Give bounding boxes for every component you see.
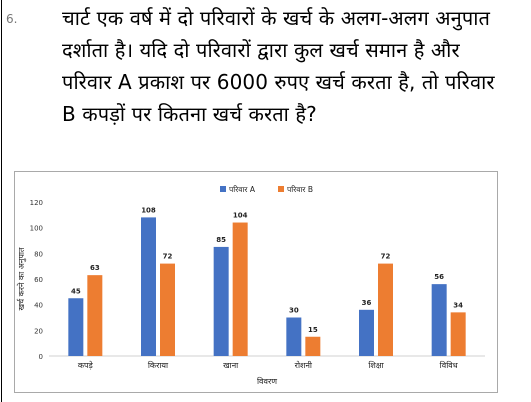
x-tick-label: शिक्षा [368, 360, 384, 370]
bar-series-b [160, 263, 175, 356]
bar-series-b [87, 275, 103, 356]
y-tick-label: 120 [30, 199, 43, 207]
bar-chart: 0 20 40 60 80 100 120 45 63 कपड़े 108 72 किराया 85 104… [16, 185, 485, 386]
bar-series-b [305, 336, 321, 356]
x-tick-label: किराया [148, 360, 169, 370]
y-tick-label: 0 [39, 353, 43, 361]
bar-series-b [378, 263, 393, 356]
x-tick-label: खाना [223, 361, 239, 370]
data-label: 108 [141, 206, 156, 214]
legend-swatch [220, 186, 226, 192]
bar-series-b [450, 312, 466, 356]
data-label: 104 [233, 212, 248, 220]
question-text: चार्ट एक वर्ष में दो परिवारों के खर्च के… [62, 6, 495, 126]
data-label: 72 [381, 253, 391, 261]
question-number: 6. [6, 12, 18, 26]
data-label: 45 [71, 287, 81, 295]
bar-series-a [141, 217, 156, 356]
y-tick-label: 60 [34, 276, 43, 284]
bar-series-a [286, 317, 302, 356]
y-tick-label: 20 [34, 327, 43, 335]
data-label: 63 [90, 264, 100, 272]
y-tick-label: 40 [34, 302, 43, 310]
data-label: 72 [163, 253, 173, 261]
y-tick-label: 80 [34, 250, 43, 258]
data-label: 15 [308, 326, 318, 334]
bar-series-a [431, 284, 447, 356]
x-tick-label: विविध [440, 360, 459, 370]
data-label: 85 [216, 236, 226, 244]
left-border-line [1, 0, 2, 402]
legend-label: परिवार A [229, 185, 256, 194]
x-tick-label: रोशनी [295, 360, 313, 370]
data-label: 36 [362, 299, 372, 307]
bar-series-a [213, 246, 229, 356]
x-axis-label: विवरण [257, 376, 277, 386]
bar-series-a [68, 298, 84, 356]
bar-series-b [232, 222, 248, 356]
data-label: 56 [434, 273, 444, 281]
x-tick-label: कपड़े [78, 360, 94, 370]
y-axis-label: खर्च करने का अनुपात [16, 247, 27, 310]
chart-frame: 0 20 40 60 80 100 120 45 63 कपड़े 108 72 किराया 85 104… [14, 171, 498, 393]
legend-label: परिवार B [287, 185, 313, 194]
y-tick-label: 100 [30, 225, 43, 233]
data-label: 30 [289, 307, 299, 315]
bar-series-a [359, 309, 374, 356]
legend-swatch [278, 186, 284, 192]
data-label: 34 [453, 301, 463, 309]
